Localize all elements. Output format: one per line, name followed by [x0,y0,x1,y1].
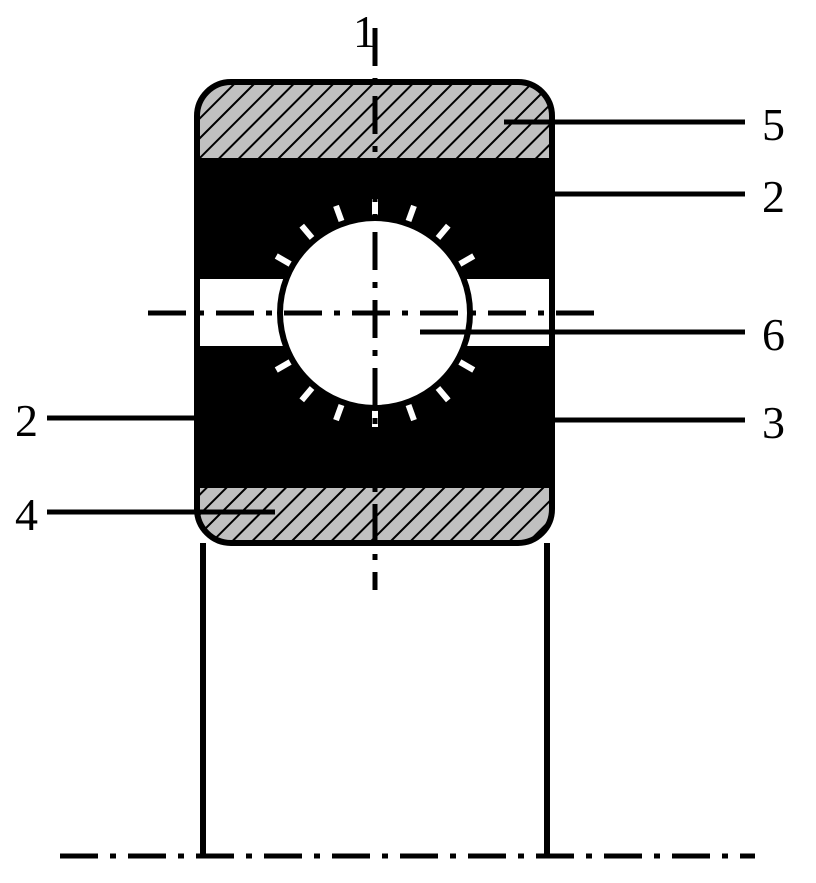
callout-label-2b: 2 [15,395,38,446]
callout-label-4: 4 [15,489,38,540]
callout-label-1: 1 [353,6,376,57]
callout-label-3: 3 [762,397,785,448]
callout-label-5: 5 [762,99,785,150]
callout-label-6: 6 [762,309,785,360]
bearing-cross-section-figure: 1 5 2 6 3 2 4 [0,0,816,883]
callout-label-2: 2 [762,171,785,222]
